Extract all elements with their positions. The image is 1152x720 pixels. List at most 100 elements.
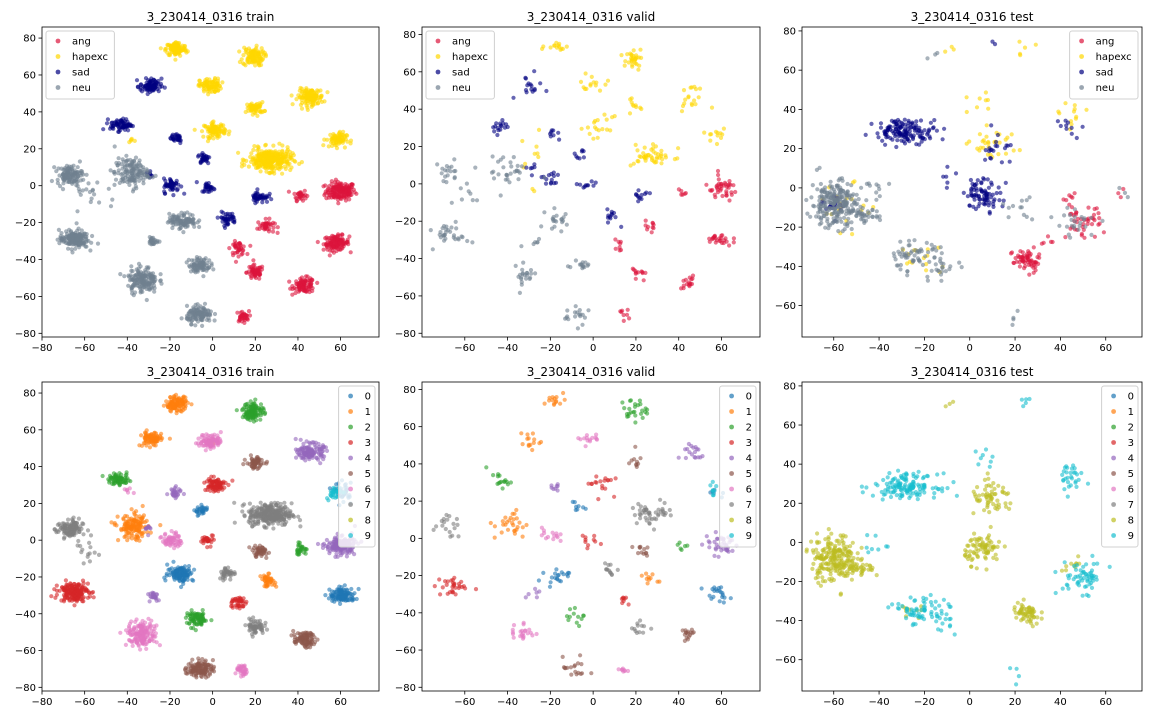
data-point bbox=[893, 127, 899, 132]
data-point bbox=[849, 203, 855, 208]
data-point bbox=[566, 317, 571, 322]
data-point bbox=[501, 155, 506, 160]
data-point bbox=[1069, 217, 1074, 222]
data-point bbox=[258, 169, 263, 174]
data-point bbox=[109, 121, 114, 126]
data-point bbox=[604, 127, 610, 132]
data-point bbox=[1065, 205, 1070, 210]
data-point bbox=[826, 222, 831, 227]
points-layer bbox=[804, 39, 1130, 327]
data-point bbox=[659, 161, 664, 166]
data-point bbox=[490, 154, 495, 159]
data-point bbox=[949, 44, 954, 49]
data-point bbox=[140, 273, 145, 278]
data-point bbox=[683, 97, 688, 102]
data-point bbox=[622, 63, 627, 68]
data-point bbox=[964, 109, 969, 115]
data-point bbox=[905, 261, 910, 266]
data-point bbox=[182, 191, 187, 196]
data-point bbox=[875, 131, 880, 136]
data-point bbox=[1089, 222, 1095, 227]
legend-label: sad bbox=[72, 68, 90, 79]
data-point bbox=[138, 164, 143, 169]
data-point bbox=[841, 200, 846, 205]
data-point bbox=[140, 286, 145, 291]
data-point bbox=[247, 264, 252, 270]
data-point bbox=[125, 514, 130, 519]
data-point bbox=[900, 122, 905, 127]
data-point bbox=[1033, 264, 1038, 269]
data-point bbox=[825, 219, 830, 224]
data-point bbox=[604, 117, 609, 122]
data-point bbox=[299, 98, 304, 103]
data-point bbox=[519, 164, 525, 169]
data-point bbox=[134, 509, 139, 514]
data-point bbox=[179, 402, 185, 407]
data-point bbox=[1027, 272, 1032, 277]
data-point bbox=[546, 173, 552, 178]
data-point bbox=[138, 530, 143, 535]
legend-label: hapexc bbox=[72, 52, 108, 63]
data-point bbox=[914, 142, 919, 147]
data-point bbox=[505, 177, 510, 182]
data-point bbox=[577, 312, 582, 317]
data-point bbox=[271, 143, 276, 148]
data-point bbox=[79, 228, 84, 233]
data-point bbox=[501, 165, 506, 170]
data-point bbox=[178, 140, 183, 146]
data-point bbox=[866, 181, 871, 186]
data-point bbox=[167, 53, 172, 58]
data-point bbox=[817, 198, 822, 203]
data-point bbox=[534, 144, 539, 149]
data-point bbox=[687, 275, 692, 280]
data-point bbox=[504, 122, 509, 127]
data-point bbox=[198, 265, 203, 270]
data-point bbox=[575, 326, 581, 331]
data-point bbox=[341, 137, 346, 142]
data-point bbox=[902, 117, 907, 122]
data-point bbox=[191, 217, 196, 222]
data-point bbox=[592, 118, 598, 124]
data-point bbox=[244, 158, 249, 163]
data-point bbox=[560, 46, 566, 52]
data-point bbox=[1034, 260, 1039, 265]
data-point bbox=[331, 194, 336, 199]
data-point bbox=[939, 251, 944, 256]
data-point bbox=[977, 201, 982, 206]
data-point bbox=[823, 198, 828, 203]
data-point bbox=[600, 127, 605, 132]
data-point bbox=[536, 127, 542, 132]
data-point bbox=[125, 179, 130, 185]
data-point bbox=[255, 148, 260, 153]
data-point bbox=[580, 148, 585, 153]
data-point bbox=[346, 594, 351, 599]
data-point bbox=[1033, 42, 1038, 47]
data-point bbox=[139, 171, 144, 176]
data-point bbox=[536, 236, 542, 242]
data-point bbox=[605, 78, 611, 83]
data-point bbox=[210, 83, 215, 88]
data-point bbox=[212, 311, 218, 317]
data-point bbox=[195, 258, 200, 263]
data-point bbox=[679, 192, 684, 197]
data-point bbox=[179, 584, 184, 590]
plot-frame bbox=[421, 26, 761, 338]
data-point bbox=[193, 323, 198, 328]
data-point bbox=[636, 195, 641, 200]
data-point bbox=[524, 276, 529, 281]
data-point bbox=[654, 160, 659, 165]
data-point bbox=[220, 80, 225, 85]
data-point bbox=[1011, 148, 1016, 153]
data-point bbox=[840, 204, 845, 209]
x-tick-label: 0 bbox=[209, 343, 215, 354]
data-point bbox=[75, 209, 80, 214]
data-point bbox=[532, 162, 537, 167]
data-point bbox=[232, 242, 237, 247]
data-point bbox=[470, 198, 475, 203]
data-point bbox=[990, 39, 995, 44]
data-point bbox=[904, 130, 909, 135]
data-point bbox=[1101, 230, 1106, 235]
data-point bbox=[643, 223, 648, 228]
data-point bbox=[1072, 214, 1077, 219]
